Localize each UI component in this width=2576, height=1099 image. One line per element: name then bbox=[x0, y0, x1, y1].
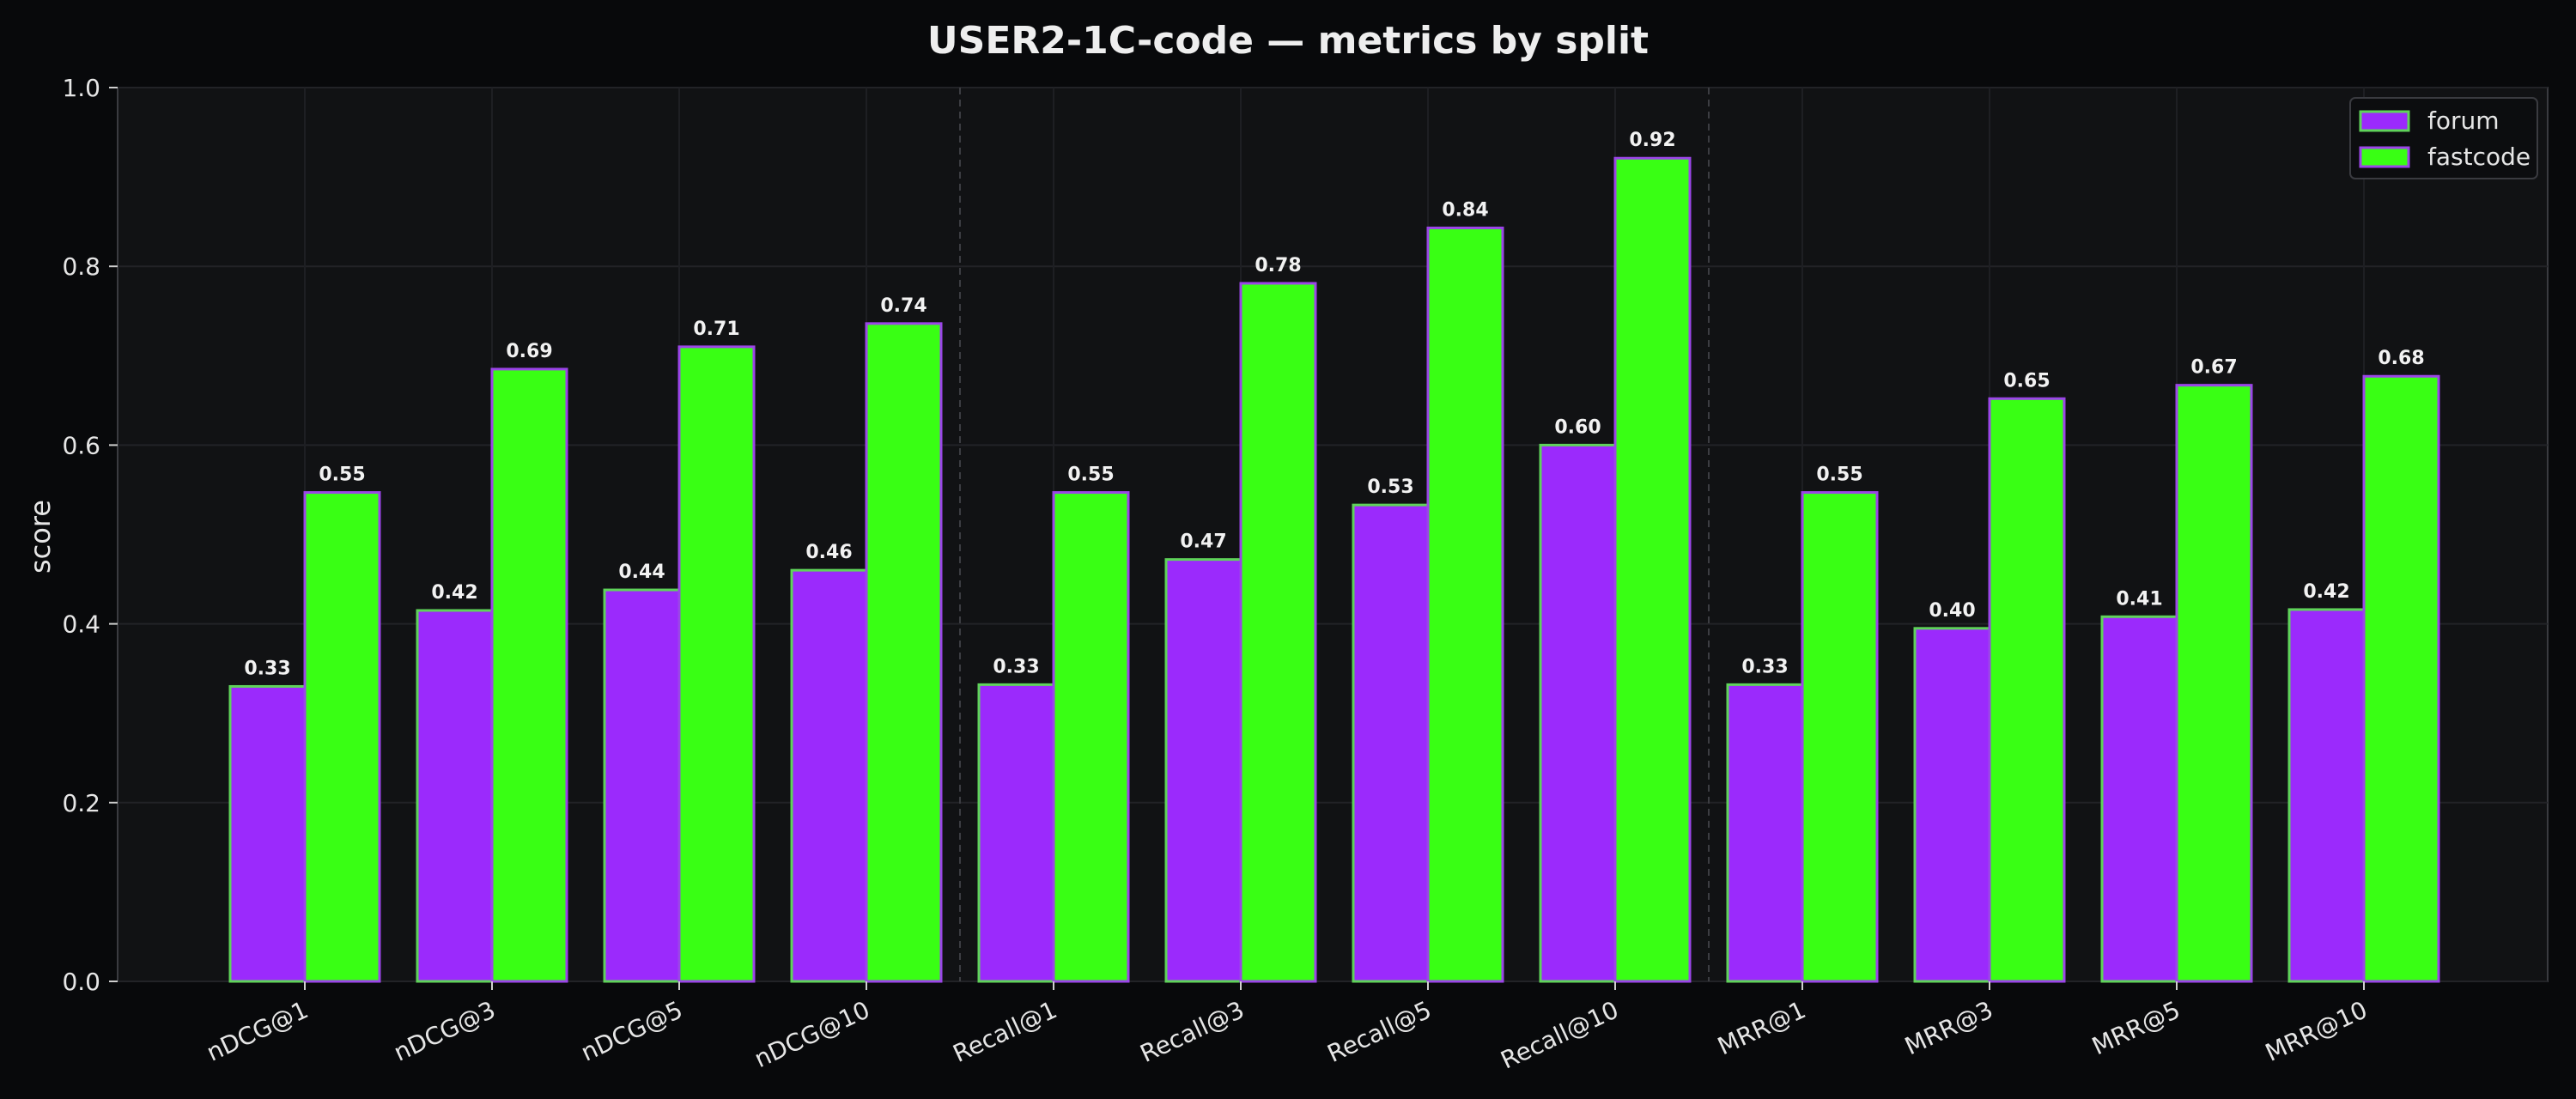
bar-value-label: 0.78 bbox=[1255, 255, 1301, 276]
bar-forum bbox=[977, 683, 1055, 983]
bar-forum bbox=[2287, 608, 2366, 983]
bar-fastcode bbox=[677, 345, 756, 983]
bar-forum bbox=[2100, 615, 2178, 983]
bar-forum bbox=[1164, 558, 1242, 983]
bar-value-label: 0.33 bbox=[1741, 656, 1788, 677]
bar-value-label: 0.60 bbox=[1554, 416, 1601, 438]
y-axis: 0.0 0.2 0.4 0.6 0.8 1.0 bbox=[62, 74, 118, 996]
bar-fastcode bbox=[865, 322, 943, 983]
bar-value-label: 0.42 bbox=[431, 582, 477, 604]
bar-value-label: 0.44 bbox=[618, 562, 665, 583]
bar-fastcode bbox=[1801, 491, 1879, 983]
legend-swatch-fastcode bbox=[2359, 146, 2410, 168]
bar-value-label: 0.92 bbox=[1629, 130, 1675, 151]
bar-value-label: 0.46 bbox=[805, 542, 852, 563]
bar-forum bbox=[228, 684, 307, 983]
bar-fastcode bbox=[1239, 282, 1317, 983]
y-tick-label: 0.4 bbox=[62, 610, 100, 639]
bar-value-label: 0.55 bbox=[1067, 464, 1114, 486]
bar-fastcode bbox=[303, 491, 381, 983]
bar-forum bbox=[790, 568, 868, 983]
bar-value-label: 0.74 bbox=[880, 295, 927, 317]
bar-forum bbox=[1539, 443, 1617, 983]
bars bbox=[228, 156, 2440, 983]
bar-value-label: 0.55 bbox=[1816, 464, 1862, 486]
bar-value-label: 0.42 bbox=[2303, 581, 2349, 603]
y-tick-label: 0.0 bbox=[62, 968, 100, 996]
legend-swatch-forum bbox=[2359, 110, 2410, 132]
bar-fastcode bbox=[2175, 384, 2253, 983]
bar-value-label: 0.53 bbox=[1367, 477, 1413, 498]
legend-label-forum: forum bbox=[2427, 106, 2500, 135]
bar-value-label: 0.47 bbox=[1180, 531, 1226, 553]
y-axis-label: score bbox=[24, 500, 57, 574]
y-tick-label: 0.6 bbox=[62, 431, 100, 459]
group-separators bbox=[959, 88, 1710, 981]
bar-value-label: 0.33 bbox=[244, 658, 290, 679]
bar-value-label: 0.55 bbox=[319, 464, 365, 486]
bar-value-label: 0.41 bbox=[2116, 588, 2162, 610]
bar-value-label: 0.40 bbox=[1929, 600, 1975, 622]
legend-label-fastcode: fastcode bbox=[2427, 143, 2530, 171]
bar-forum bbox=[416, 609, 494, 983]
bar-forum bbox=[1913, 627, 1991, 983]
bar-value-label: 0.67 bbox=[2190, 357, 2237, 379]
bar-fastcode bbox=[1988, 397, 2066, 983]
bar-fastcode bbox=[1613, 156, 1692, 983]
bar-value-labels: 0.33 0.42 0.44 0.46 0.33 0.47 0.53 0.60 0.33 0.40… bbox=[244, 130, 2424, 679]
bar-fastcode bbox=[2362, 374, 2440, 983]
chart-title: USER2-1C-code — metrics by split bbox=[927, 19, 1649, 63]
bar-forum bbox=[1726, 683, 1804, 983]
y-tick-label: 0.8 bbox=[62, 252, 100, 281]
legend: forum fastcode bbox=[2349, 97, 2538, 179]
bar-fastcode bbox=[1052, 491, 1130, 983]
y-tick-label: 1.0 bbox=[62, 74, 100, 102]
bar-value-label: 0.71 bbox=[693, 319, 739, 340]
bar-value-label: 0.84 bbox=[1442, 199, 1488, 221]
bar-value-label: 0.65 bbox=[2003, 370, 2050, 392]
bar-forum bbox=[1352, 503, 1430, 983]
bar-fastcode bbox=[490, 367, 568, 983]
bar-value-label: 0.68 bbox=[2378, 348, 2424, 369]
y-tick-label: 0.2 bbox=[62, 789, 100, 817]
bar-forum bbox=[603, 588, 681, 983]
bar-value-label: 0.69 bbox=[506, 341, 552, 362]
bar-value-label: 0.33 bbox=[993, 656, 1039, 677]
bar-fastcode bbox=[1426, 226, 1504, 983]
